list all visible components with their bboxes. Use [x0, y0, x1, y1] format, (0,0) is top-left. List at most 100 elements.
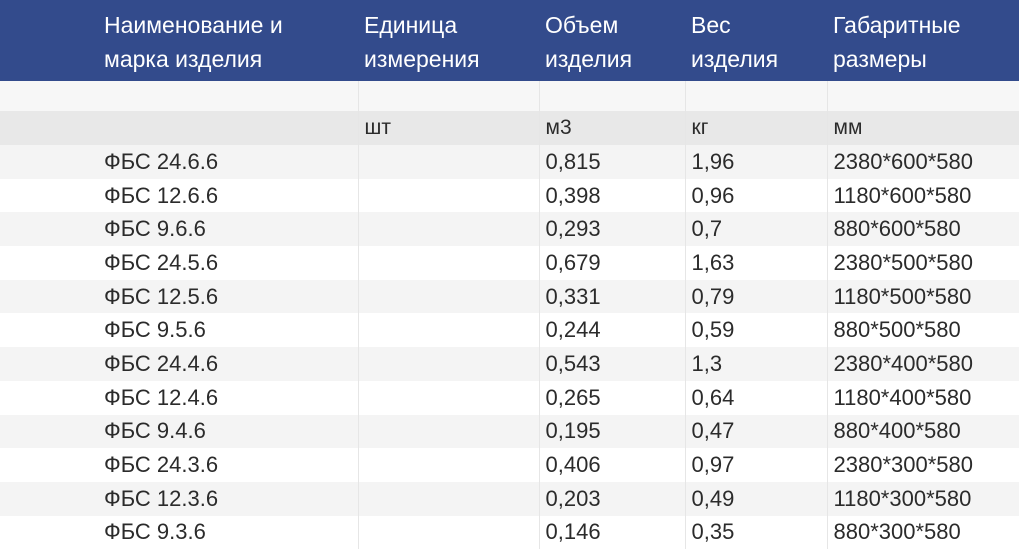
- cell-name: ФБС 24.3.6: [104, 452, 219, 478]
- spacer-cell: [684, 81, 827, 111]
- row-left-padding: [0, 516, 98, 550]
- row-left-padding: [0, 179, 98, 213]
- cell-unit: [357, 279, 539, 314]
- cell-weight: 0,47: [684, 414, 827, 449]
- cell-volume: 0,543: [538, 347, 685, 381]
- cell-weight: 0,35: [684, 515, 827, 550]
- cell-name: ФБС 9.6.6: [104, 216, 206, 242]
- cell-unit: [357, 515, 539, 550]
- header-volume: Объем изделия: [545, 12, 633, 72]
- cell-volume: 0,203: [538, 481, 685, 516]
- table-row: ФБС 24.3.6 0,406 0,97 2380*300*580: [0, 448, 1019, 482]
- cell-weight: 0,79: [684, 279, 827, 314]
- table-row: ФБС 9.3.6 0,146 0,35 880*300*580: [0, 515, 1019, 550]
- table-row: ФБС 9.6.6 0,293 0,7 880*600*580: [0, 212, 1019, 247]
- cell-weight: 0,7: [684, 212, 827, 247]
- cell-unit: [357, 313, 539, 348]
- units-left-padding: [0, 111, 98, 145]
- cell-unit: [357, 178, 539, 213]
- cell-unit: [357, 414, 539, 449]
- table-row: ФБС 9.5.6 0,244 0,59 880*500*580: [0, 313, 1019, 348]
- table-row: ФБС 12.3.6 0,203 0,49 1180*300*580: [0, 481, 1019, 516]
- cell-weight: 0,97: [684, 448, 827, 482]
- unit-cell-volume: м3: [538, 111, 685, 145]
- cell-name: ФБС 9.4.6: [104, 418, 206, 444]
- table-row: ФБС 24.6.6 0,815 1,96 2380*600*580: [0, 145, 1019, 179]
- cell-dimensions: 880*300*580: [826, 515, 1019, 550]
- table-header: Наименование и марка изделия Единица изм…: [0, 0, 1019, 81]
- cell-volume: 0,331: [538, 279, 685, 314]
- cell-dimensions: 2380*600*580: [826, 145, 1019, 179]
- cell-weight: 1,3: [684, 347, 827, 381]
- row-left-padding: [0, 246, 98, 280]
- unit-cell-dimensions: мм: [826, 111, 1019, 145]
- cell-unit: [357, 212, 539, 247]
- cell-dimensions: 880*400*580: [826, 414, 1019, 449]
- cell-volume: 0,244: [538, 313, 685, 348]
- spacer-row: [0, 81, 1019, 111]
- unit-cell-weight: кг: [684, 111, 827, 145]
- spacer-cell: [538, 81, 685, 111]
- cell-name: ФБС 12.4.6: [104, 384, 219, 410]
- cell-volume: 0,195: [538, 414, 685, 449]
- cell-weight: 0,64: [684, 380, 827, 415]
- row-left-padding: [0, 313, 98, 347]
- cell-dimensions: 880*500*580: [826, 313, 1019, 348]
- cell-dimensions: 1180*500*580: [826, 279, 1019, 314]
- row-left-padding: [0, 280, 98, 314]
- cell-unit: [357, 145, 539, 179]
- cell-unit: [357, 246, 539, 280]
- cell-unit: [357, 448, 539, 482]
- table-row: ФБС 12.5.6 0,331 0,79 1180*500*580: [0, 279, 1019, 314]
- cell-name: ФБС 12.5.6: [104, 283, 219, 309]
- cell-volume: 0,146: [538, 515, 685, 550]
- unit-cell-quantity: шт: [357, 111, 539, 145]
- spacer-cell: [826, 81, 1019, 111]
- cell-unit: [357, 347, 539, 381]
- cell-dimensions: 1180*300*580: [826, 481, 1019, 516]
- header-unit: Единица измерения: [364, 12, 480, 72]
- cell-name: ФБС 9.5.6: [104, 317, 206, 343]
- cell-name: ФБС 9.3.6: [104, 519, 206, 545]
- cell-dimensions: 1180*400*580: [826, 380, 1019, 415]
- cell-weight: 1,63: [684, 246, 827, 280]
- row-left-padding: [0, 482, 98, 516]
- cell-name: ФБС 24.4.6: [104, 350, 219, 376]
- spacer-cell: [0, 81, 98, 111]
- row-left-padding: [0, 448, 98, 482]
- cell-unit: [357, 481, 539, 516]
- cell-weight: 0,96: [684, 178, 827, 213]
- row-left-padding: [0, 145, 98, 179]
- cell-weight: 1,96: [684, 145, 827, 179]
- cell-volume: 0,406: [538, 448, 685, 482]
- cell-name: ФБС 12.6.6: [104, 182, 219, 208]
- header-left-padding: [0, 0, 98, 81]
- header-weight: Вес изделия: [691, 12, 779, 72]
- table-row: ФБС 12.4.6 0,265 0,64 1180*400*580: [0, 380, 1019, 415]
- cell-name: ФБС 24.6.6: [104, 148, 219, 174]
- cell-name: ФБС 12.3.6: [104, 485, 219, 511]
- table-body: шт м3 кг мм ФБС 24.6.6 0,815 1,96 2380*6…: [0, 81, 1019, 550]
- cell-name: ФБС 24.5.6: [104, 249, 219, 275]
- cell-dimensions: 1180*600*580: [826, 178, 1019, 213]
- table-row: ФБС 24.4.6 0,543 1,3 2380*400*580: [0, 347, 1019, 381]
- row-left-padding: [0, 347, 98, 381]
- cell-dimensions: 2380*400*580: [826, 347, 1019, 381]
- cell-volume: 0,265: [538, 380, 685, 415]
- spacer-cell: [357, 81, 539, 111]
- header-name: Наименование и марка изделия: [104, 12, 283, 72]
- cell-weight: 0,59: [684, 313, 827, 348]
- cell-unit: [357, 380, 539, 415]
- cell-dimensions: 2380*300*580: [826, 448, 1019, 482]
- header-row: Наименование и марка изделия Единица изм…: [0, 0, 1019, 81]
- cell-volume: 0,398: [538, 178, 685, 213]
- cell-volume: 0,679: [538, 246, 685, 280]
- row-left-padding: [0, 212, 98, 246]
- table-row: ФБС 24.5.6 0,679 1,63 2380*500*580: [0, 246, 1019, 280]
- cell-volume: 0,293: [538, 212, 685, 247]
- units-row: шт м3 кг мм: [0, 111, 1019, 145]
- row-left-padding: [0, 381, 98, 415]
- cell-weight: 0,49: [684, 481, 827, 516]
- header-dimensions: Габаритные размеры: [833, 12, 961, 72]
